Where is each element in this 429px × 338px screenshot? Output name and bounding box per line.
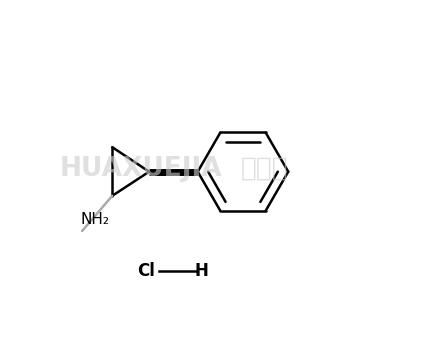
- Text: H: H: [194, 262, 208, 280]
- Text: NH₂: NH₂: [80, 212, 109, 227]
- Text: 化学加: 化学加: [241, 156, 289, 182]
- Text: Cl: Cl: [137, 262, 155, 280]
- Text: HUAXUEJIA: HUAXUEJIA: [60, 156, 222, 182]
